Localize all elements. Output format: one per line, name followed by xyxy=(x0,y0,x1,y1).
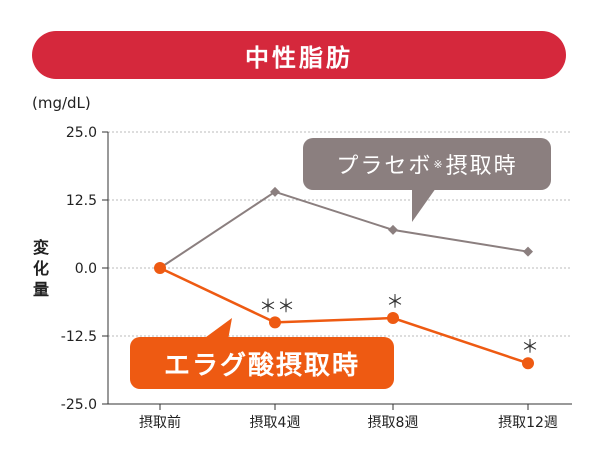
y-tick-label: 0.0 xyxy=(75,261,97,277)
x-tick-label: 摂取12週 xyxy=(498,415,558,431)
x-tick-label: 摂取前 xyxy=(139,414,181,431)
significance-mark: ＊ xyxy=(386,292,404,313)
y-axis-label: 変化量 xyxy=(33,238,49,299)
title-banner: 中性脂肪 xyxy=(32,31,566,79)
unit-label: (mg/dL) xyxy=(32,94,91,112)
y-axis-label-char: 化 xyxy=(33,259,49,278)
significance-marks: ＊＊ ＊＊ xyxy=(259,292,539,358)
placebo-callout-pointer xyxy=(412,188,436,222)
legend-placebo: プラセボ ※ 摂取時 xyxy=(303,138,551,190)
chart-title: 中性脂肪 xyxy=(245,43,353,72)
legend-elag-label: エラグ酸摂取時 xyxy=(163,350,360,381)
y-tick-label: 25.0 xyxy=(66,125,97,141)
placebo-point xyxy=(388,224,398,235)
y-axis-label-char: 量 xyxy=(33,280,49,299)
series-line-1 xyxy=(159,266,529,365)
y-tick-label: 12.5 xyxy=(66,193,97,209)
axis-labels: (mg/dL) 25.0 12.5 0.0 -12.5 -25.0 摂取前 摂取4週 摂取8週… xyxy=(32,94,558,431)
x-tick-label: 摂取4週 xyxy=(250,415,301,431)
legend-placebo-rest: 摂取時 xyxy=(445,154,518,179)
significance-mark: ＊ xyxy=(521,337,539,358)
y-tick-label: -25.0 xyxy=(61,397,97,413)
callout-pointers xyxy=(202,188,436,340)
data-points xyxy=(154,186,534,370)
elag-point xyxy=(269,316,281,329)
elag-point xyxy=(387,312,399,325)
series-lines xyxy=(159,190,529,365)
grid-lines xyxy=(102,131,572,410)
elag-point xyxy=(522,357,534,370)
y-tick-label: -12.5 xyxy=(61,329,97,345)
placebo-point xyxy=(270,186,280,197)
legend-elag: エラグ酸摂取時 xyxy=(130,337,394,389)
placebo-point xyxy=(523,246,533,257)
legend-placebo-mark: ※ xyxy=(433,157,445,171)
x-tick-label: 摂取8週 xyxy=(368,415,419,431)
elag-point xyxy=(154,262,166,274)
significance-mark: ＊＊ xyxy=(259,296,295,317)
legend-placebo-label: プラセボ xyxy=(336,154,433,179)
y-axis-label-char: 変 xyxy=(33,238,49,257)
elag-callout-pointer xyxy=(202,318,232,340)
series-line-0 xyxy=(159,190,529,269)
